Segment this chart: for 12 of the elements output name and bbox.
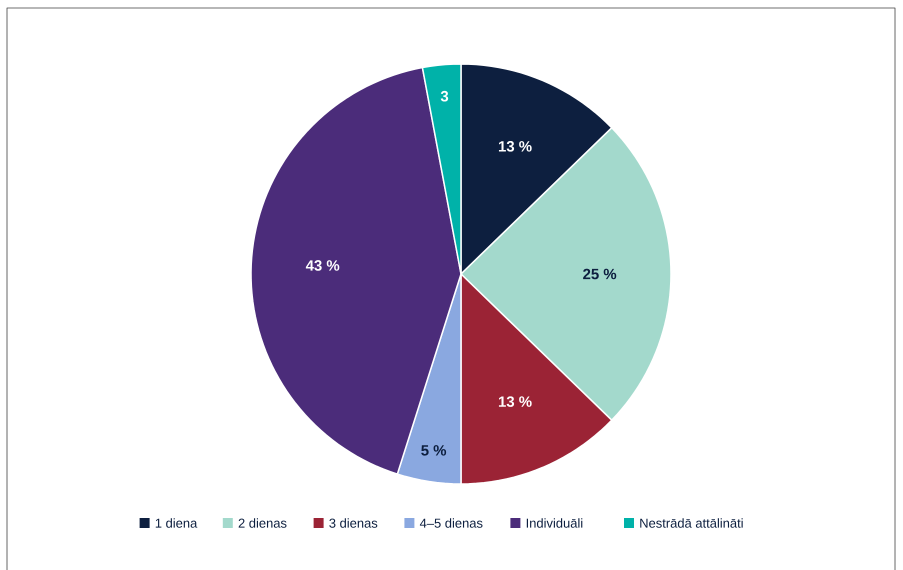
legend-label: 4–5 dienas <box>420 518 482 528</box>
data-label: 13 % <box>498 396 532 407</box>
legend-label: 2 dienas <box>238 518 286 528</box>
data-label: 5 % <box>421 444 446 456</box>
legend-label: Nestrādā attālināti <box>640 518 743 528</box>
legend-label: Individuāli <box>526 518 582 528</box>
data-label: 43 % <box>306 260 340 271</box>
legend-label: 1 diena <box>156 518 198 528</box>
legend-label: 3 dienas <box>329 518 378 528</box>
data-label: 3 <box>440 90 448 102</box>
data-label: 13 % <box>498 140 532 152</box>
data-label: 25 % <box>583 268 616 280</box>
